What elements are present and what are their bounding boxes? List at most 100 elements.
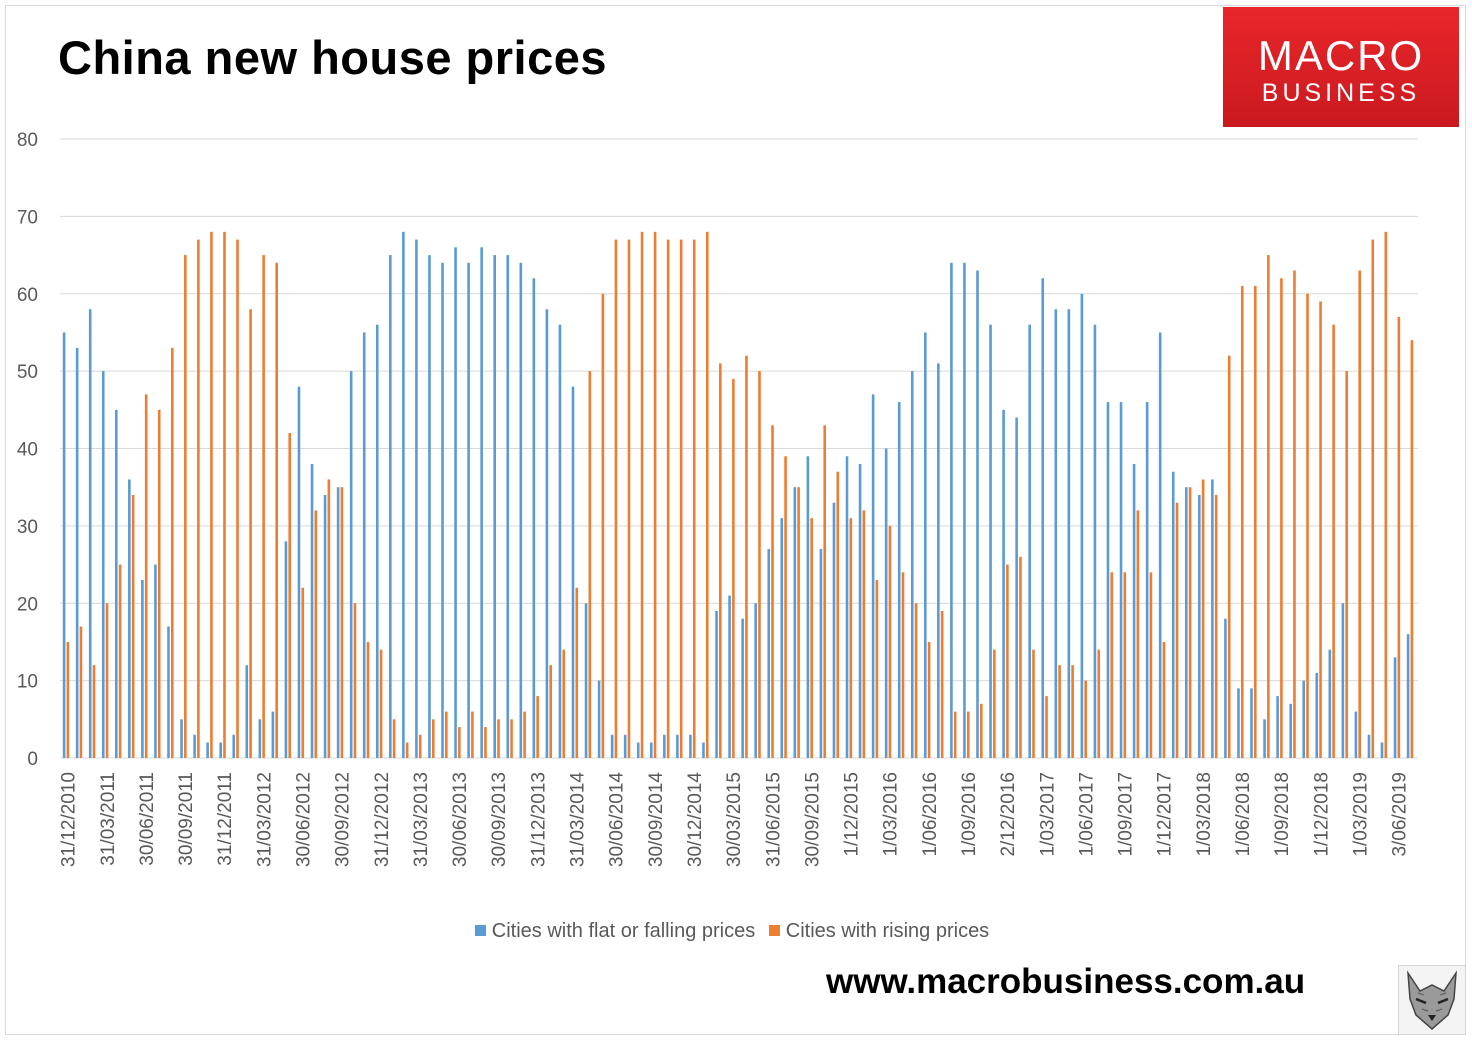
bar-rising [418,734,422,758]
bar-falling [375,324,379,758]
bar-falling [793,487,797,758]
bar-falling [284,541,288,758]
bar-falling [245,665,249,758]
x-tick-label: 1/09/2017 [1116,772,1137,857]
bar-rising [1384,231,1388,759]
bar-falling [402,231,405,759]
bar-falling [1158,332,1162,758]
x-tick-label: 1/03/2016 [881,772,902,857]
bar-rising [1019,556,1022,758]
bar-falling [1171,471,1175,758]
legend: Cities with flat or falling prices Citie… [0,920,1472,943]
bar-falling [558,324,562,758]
x-tick-label: 31/12/2010 [59,772,80,867]
bar-rising [1319,301,1322,758]
bar-falling [871,394,875,758]
chart-title: China new house prices [58,31,608,84]
bar-falling [1132,463,1136,758]
y-tick-label: 0 [27,749,38,770]
bar-falling [88,309,92,758]
bar-rising [914,603,918,758]
bar-rising [993,649,996,758]
bar-falling [1367,734,1371,758]
bar-falling [1041,278,1045,758]
bar-rising [966,711,970,758]
y-tick-label: 40 [17,440,38,461]
bar-falling [1145,402,1149,758]
bar-rising [223,231,226,759]
bar-rising [105,603,109,758]
bar-rising [1097,649,1101,758]
bar-rising [1345,371,1348,758]
bar-rising [288,433,292,758]
x-tick-label: 30/06/2011 [137,772,158,866]
bar-rising [575,587,579,758]
bar-rising [236,239,239,758]
bar-rising [1332,324,1335,758]
bar-falling [780,518,784,758]
bar-rising [1410,340,1414,758]
bar-rising [1240,286,1244,758]
bar-rising [666,239,670,758]
bar-falling [323,494,327,758]
bar-rising [1188,487,1192,758]
bar-rising [353,603,357,758]
bar-rising [1267,255,1270,758]
bar-falling [389,255,392,758]
bar-rising [1254,286,1257,758]
bar-falling [480,247,483,758]
bar-falling [702,742,705,758]
x-tick-label: 30/09/2015 [802,772,823,867]
bar-rising [327,479,331,758]
bar-rising [940,610,944,758]
x-tick-label: 31/12/2013 [528,772,549,867]
bar-falling [1250,688,1253,758]
bar-falling [910,371,914,758]
bar-falling [1184,487,1188,758]
bar-rising [901,572,905,758]
bar-falling [1393,657,1397,758]
x-tick-label: 30/09/2011 [176,772,197,866]
logo-line-business: BUSINESS [1261,79,1421,107]
bar-falling [180,719,183,758]
bar-falling [1237,688,1240,758]
bar-rising [1293,270,1296,758]
bar-falling [689,734,692,758]
bar-falling [1224,618,1227,758]
bar-rising [366,641,370,758]
bar-falling [349,371,353,758]
bar-rising [197,239,200,758]
x-tick-label: 31/03/2012 [254,772,275,867]
bar-falling [832,502,836,758]
x-tick-label: 30/03/2015 [724,772,745,867]
x-tick-label: 31/03/2013 [411,772,432,867]
bar-falling [663,734,666,758]
x-tick-label: 31/03/2014 [568,772,589,868]
bar-rising [445,711,448,758]
bar-rising [692,239,696,758]
bar-rising [784,456,787,758]
bar-rising [1071,665,1074,758]
bar-falling [610,734,614,758]
bar-falling [545,309,549,758]
y-tick-label: 60 [17,285,38,306]
bar-rising [862,510,866,758]
bar-falling [754,603,757,758]
bar-rising [953,711,957,758]
bar-falling [676,734,679,758]
bar-rising [184,255,187,758]
bar-falling [1119,402,1123,758]
bar-falling [128,479,131,758]
wolf-logo-icon [1398,965,1466,1035]
bar-rising [627,239,631,758]
bar-rising [1058,665,1061,758]
bar-falling [467,262,470,758]
bar-rising [1032,649,1035,758]
bar-falling [1054,309,1058,758]
bar-rising [510,719,513,758]
bar-falling [336,487,340,758]
bar-falling [1015,417,1018,758]
bar-rising [170,347,174,758]
bar-falling [101,371,105,758]
bar-rising [1371,239,1375,758]
